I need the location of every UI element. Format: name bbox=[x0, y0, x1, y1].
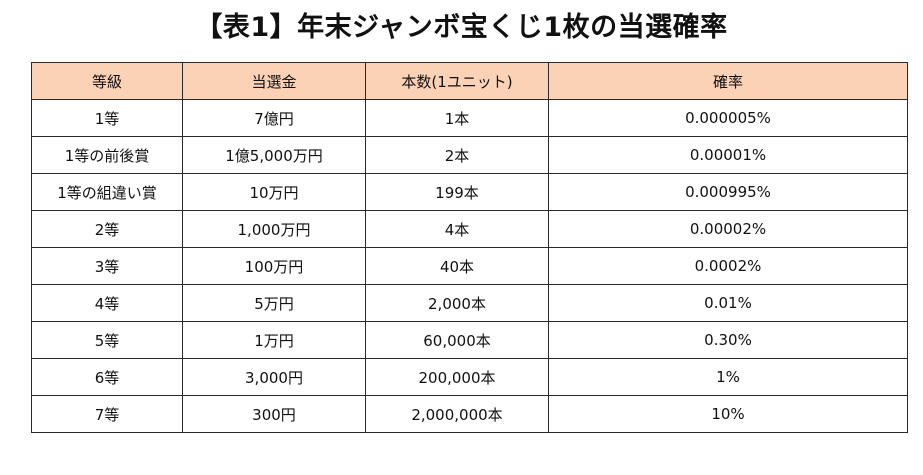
cell-count: 4本 bbox=[365, 210, 549, 248]
cell-count: 2,000,000本 bbox=[365, 395, 549, 433]
table-row: 2等 1,000万円 4本 0.00002% bbox=[31, 210, 908, 248]
cell-grade: 3等 bbox=[31, 247, 183, 285]
table-header-row: 等級 当選金 本数(1ユニット) 確率 bbox=[31, 62, 908, 100]
cell-prize-amount: 100万円 bbox=[182, 247, 366, 285]
cell-probability: 0.30% bbox=[548, 321, 908, 359]
table-row: 1等 7億円 1本 0.000005% bbox=[31, 99, 908, 137]
table-row: 5等 1万円 60,000本 0.30% bbox=[31, 321, 908, 359]
cell-count: 40本 bbox=[365, 247, 549, 285]
cell-count: 2本 bbox=[365, 136, 549, 174]
cell-grade: 1等 bbox=[31, 99, 183, 137]
cell-grade: 2等 bbox=[31, 210, 183, 248]
cell-grade: 7等 bbox=[31, 395, 183, 433]
cell-prize-amount: 10万円 bbox=[182, 173, 366, 211]
table-row: 3等 100万円 40本 0.0002% bbox=[31, 247, 908, 285]
cell-probability: 0.000995% bbox=[548, 173, 908, 211]
cell-prize-amount: 1万円 bbox=[182, 321, 366, 359]
cell-grade: 1等の組違い賞 bbox=[31, 173, 183, 211]
table-row: 6等 3,000円 200,000本 1% bbox=[31, 358, 908, 396]
cell-grade: 4等 bbox=[31, 284, 183, 322]
cell-prize-amount: 3,000円 bbox=[182, 358, 366, 396]
header-grade: 等級 bbox=[31, 62, 183, 100]
header-count: 本数(1ユニット) bbox=[365, 62, 549, 100]
cell-prize-amount: 5万円 bbox=[182, 284, 366, 322]
cell-count: 2,000本 bbox=[365, 284, 549, 322]
cell-probability: 1% bbox=[548, 358, 908, 396]
cell-probability: 0.000005% bbox=[548, 99, 908, 137]
cell-grade: 6等 bbox=[31, 358, 183, 396]
cell-prize-amount: 300円 bbox=[182, 395, 366, 433]
cell-prize-amount: 1,000万円 bbox=[182, 210, 366, 248]
table-row: 4等 5万円 2,000本 0.01% bbox=[31, 284, 908, 322]
cell-count: 1本 bbox=[365, 99, 549, 137]
cell-probability: 10% bbox=[548, 395, 908, 433]
cell-count: 199本 bbox=[365, 173, 549, 211]
cell-probability: 0.01% bbox=[548, 284, 908, 322]
header-probability: 確率 bbox=[548, 62, 908, 100]
cell-probability: 0.00001% bbox=[548, 136, 908, 174]
page-title: 【表1】年末ジャンボ宝くじ1枚の当選確率 bbox=[195, 12, 728, 43]
table-row: 7等 300円 2,000,000本 10% bbox=[31, 395, 908, 433]
cell-prize-amount: 1億5,000万円 bbox=[182, 136, 366, 174]
cell-grade: 5等 bbox=[31, 321, 183, 359]
cell-probability: 0.00002% bbox=[548, 210, 908, 248]
cell-count: 60,000本 bbox=[365, 321, 549, 359]
table-row: 1等の前後賞 1億5,000万円 2本 0.00001% bbox=[31, 136, 908, 174]
header-prize-amount: 当選金 bbox=[182, 62, 366, 100]
cell-probability: 0.0002% bbox=[548, 247, 908, 285]
cell-count: 200,000本 bbox=[365, 358, 549, 396]
cell-grade: 1等の前後賞 bbox=[31, 136, 183, 174]
cell-prize-amount: 7億円 bbox=[182, 99, 366, 137]
winning-probability-table: 等級 当選金 本数(1ユニット) 確率 1等 7億円 1本 0.000005% … bbox=[31, 62, 908, 433]
table-row: 1等の組違い賞 10万円 199本 0.000995% bbox=[31, 173, 908, 211]
